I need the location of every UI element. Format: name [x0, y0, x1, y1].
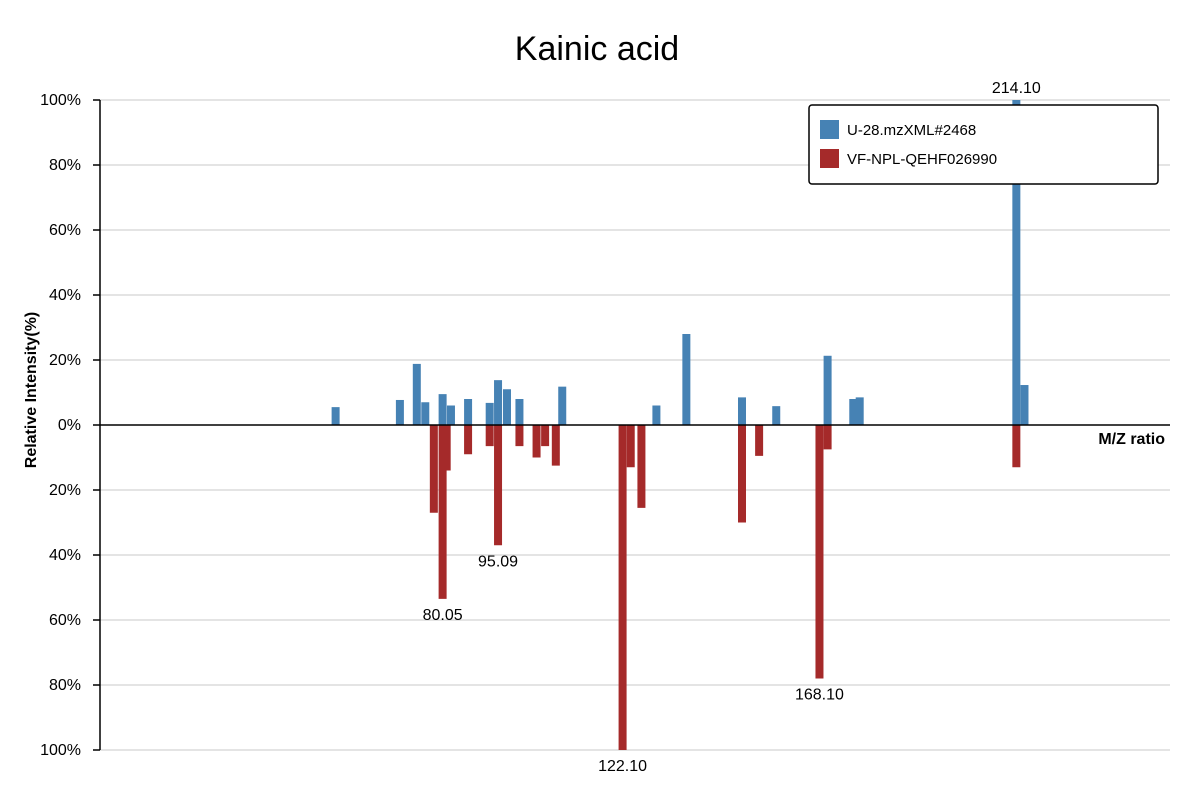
chart-title: Kainic acid [515, 30, 679, 68]
peak-bar-up [412, 363, 421, 425]
peak-bar-up [682, 334, 691, 425]
spectrum-bars [331, 100, 1029, 750]
legend[interactable]: U-28.mzXML#2468 VF-NPL-QEHF026990 [808, 104, 1159, 185]
y-tick-label: 100% [40, 742, 81, 759]
peak-bar-up [738, 397, 746, 425]
peak-bar-up [464, 399, 473, 425]
peak-bar-down [738, 425, 746, 523]
peak-bar-down [429, 425, 438, 513]
peak-bar-down [438, 425, 447, 599]
peak-bar-down [551, 425, 560, 466]
x-axis-label: M/Z ratio [1098, 431, 1165, 448]
peak-bar-up [772, 406, 781, 425]
peak-bar-down [815, 425, 824, 679]
y-tick-label: 20% [49, 352, 81, 369]
peak-bar-up [485, 402, 494, 425]
y-tick-label: 80% [49, 677, 81, 694]
peak-label: 122.10 [598, 758, 647, 775]
peak-bar-down [755, 425, 764, 456]
y-tick-label: 60% [49, 222, 81, 239]
peak-label: 168.10 [795, 687, 844, 704]
peak-bar-down [1012, 425, 1021, 468]
peak-bar-down [823, 425, 832, 450]
peak-bar-up [823, 355, 832, 425]
legend-label-series-2: VF-NPL-QEHF026990 [847, 151, 997, 168]
y-tick-label: 60% [49, 612, 81, 629]
peak-bar-up [446, 405, 455, 425]
peak-label: 80.05 [423, 607, 463, 624]
peak-bar-up [558, 386, 567, 425]
peak-bar-up [515, 399, 524, 425]
peak-bar-up [1020, 385, 1029, 425]
peak-bar-up [849, 399, 858, 425]
peak-bar-down [494, 425, 503, 546]
peak-label: 214.10 [992, 80, 1041, 97]
peak-bar-up [395, 399, 404, 425]
peak-bar-up [331, 407, 340, 425]
y-tick-label: 20% [49, 482, 81, 499]
y-tick-label: 40% [49, 287, 81, 304]
legend-swatch-series-1 [820, 120, 839, 139]
peak-bar-down [464, 425, 473, 455]
peak-bar-down [532, 425, 541, 458]
peak-bar-up [1012, 100, 1021, 425]
y-tick-label: 0% [58, 417, 81, 434]
peak-bar-down [485, 425, 494, 447]
peak-bar-up [855, 397, 864, 425]
y-tick-label: 100% [40, 92, 81, 109]
y-axis-ticks: 100% 80% 60% 40% 20% 0% 20% 40% 60% 80% 100% [40, 92, 100, 759]
peak-labels: 214.10 80.05 95.09 122.10 168.10 [423, 80, 1041, 775]
peak-bar-up [421, 402, 430, 425]
peak-bar-up [494, 380, 503, 425]
peak-label: 95.09 [478, 553, 518, 570]
y-tick-label: 80% [49, 157, 81, 174]
y-tick-label: 40% [49, 547, 81, 564]
peak-bar-down [515, 425, 524, 447]
legend-box [808, 104, 1159, 185]
peak-bar-up [652, 405, 661, 425]
peak-bar-down [626, 425, 635, 468]
peak-bar-up [502, 389, 511, 425]
legend-label-series-1: U-28.mzXML#2468 [847, 122, 976, 139]
peak-bar-up [438, 394, 447, 425]
legend-swatch-series-2 [820, 149, 839, 168]
peak-bar-down [618, 425, 627, 750]
y-axis-label: Relative Intensity(%) [23, 312, 40, 468]
peak-bar-down [637, 425, 646, 508]
grid-lines [100, 99, 1170, 751]
peak-bar-down [541, 425, 550, 447]
peak-bar-down [442, 425, 451, 471]
